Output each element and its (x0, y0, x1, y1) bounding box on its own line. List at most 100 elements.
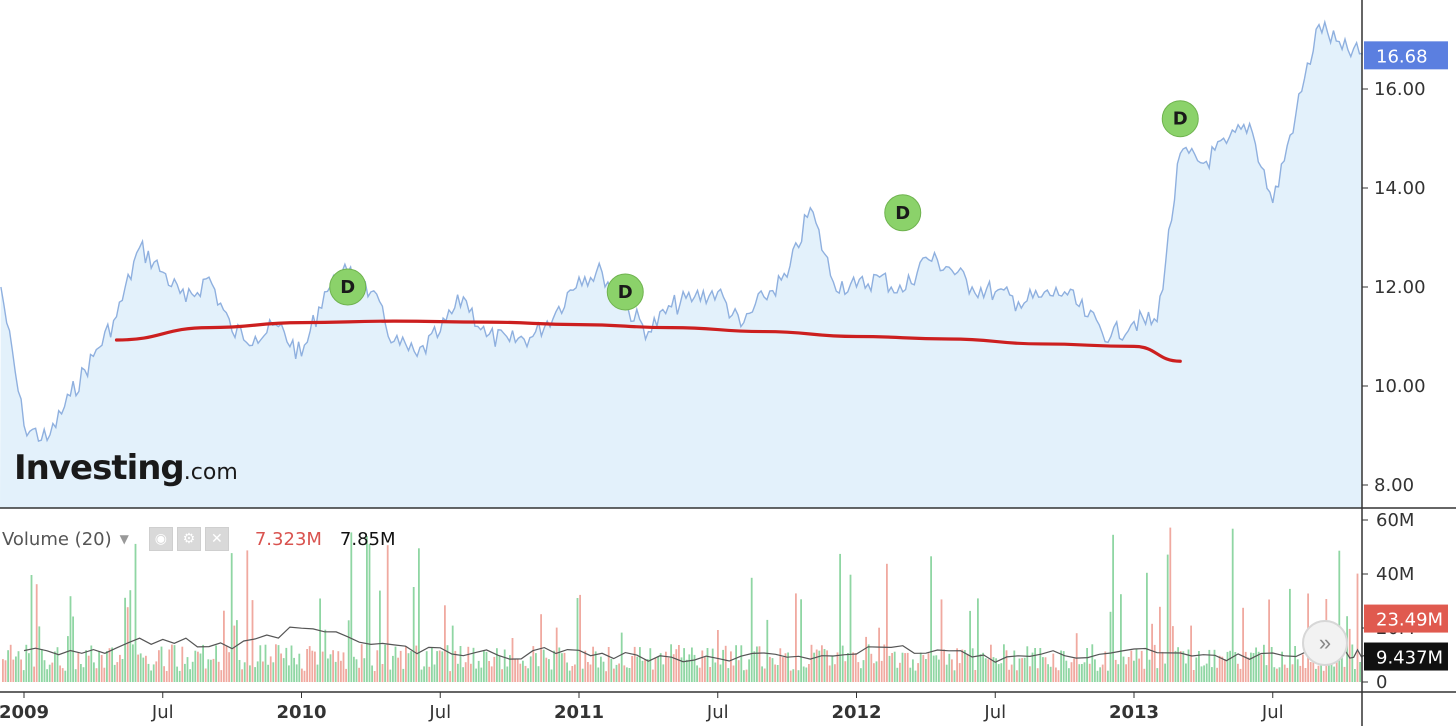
volume-bar (87, 655, 90, 682)
volume-bar (269, 656, 272, 682)
volume-bar (862, 660, 865, 682)
volume-bar (641, 660, 644, 682)
volume-bar (373, 671, 376, 682)
volume-bar (160, 646, 163, 682)
dividend-flag-label: D (895, 203, 910, 224)
volume-bar (1320, 661, 1322, 682)
volume-bar (901, 652, 904, 682)
volume-bar (223, 610, 225, 682)
volume-legend-title[interactable]: Volume (20) (2, 528, 112, 550)
volume-bar (152, 664, 155, 682)
volume-bar (1159, 606, 1161, 682)
volume-bar (771, 658, 774, 682)
volume-bar (28, 653, 30, 682)
volume-bar (126, 607, 129, 682)
volume-bar (711, 648, 714, 682)
volume-bar (293, 657, 295, 682)
volume-bar (431, 648, 433, 682)
volume-bar (1317, 665, 1320, 682)
volume-bar (912, 659, 914, 682)
volume-bar (379, 590, 381, 682)
dividend-flag: D (884, 194, 922, 232)
value-badges: 16.68 23.49M 9.437M (1364, 41, 1448, 671)
volume-bar (217, 661, 220, 682)
volume-bar (1057, 670, 1060, 682)
volume-bar (613, 668, 615, 682)
volume-bar (1218, 655, 1221, 682)
volume-bar (615, 664, 618, 682)
volume-bar (301, 668, 303, 682)
volume-bar (919, 652, 922, 682)
volume-bar (990, 644, 992, 682)
volume-bar (792, 669, 795, 682)
volume-bar (1107, 670, 1109, 682)
volume-bar (665, 651, 667, 682)
volume-bar (756, 646, 758, 682)
volume-bar (1252, 653, 1255, 682)
volume-bar (69, 596, 72, 682)
volume-bar (605, 671, 607, 682)
chevron-down-icon[interactable]: ▼ (119, 532, 129, 546)
volume-bar (667, 657, 670, 682)
volume-bar (290, 645, 293, 682)
volume-bar (1315, 668, 1317, 682)
volume-bar (1226, 651, 1229, 682)
volume-bar (555, 627, 558, 682)
volume-bar (7, 650, 9, 682)
volume-bar (1333, 666, 1335, 682)
volume-bar (64, 670, 67, 682)
volume-bar (568, 670, 571, 682)
volume-bar (173, 645, 176, 682)
volume-bar (139, 653, 142, 682)
volume-bar (1195, 657, 1198, 682)
volume-bar (165, 671, 168, 682)
volume-bar (717, 630, 719, 682)
volume-bar (1190, 625, 1192, 682)
volume-bar (1278, 667, 1281, 682)
volume-bar (828, 665, 831, 682)
x-tick-label: Jul (1261, 702, 1284, 723)
volume-bar (932, 655, 935, 682)
dividend-flag: D (1161, 100, 1199, 138)
last-volume-badge: 23.49M (1364, 604, 1448, 633)
average-volume-badge: 9.437M (1364, 642, 1448, 671)
volume-bar (1109, 611, 1112, 682)
volume-bar (98, 651, 100, 682)
volume-bar (964, 650, 966, 682)
eye-icon[interactable]: ◉ (148, 527, 173, 551)
close-icon[interactable]: ✕ (204, 527, 229, 551)
volume-bar (82, 667, 85, 682)
volume-bar (685, 659, 688, 682)
volume-bar (116, 662, 119, 682)
volume-bar (1213, 649, 1216, 682)
volume-bar (727, 668, 730, 682)
volume-bar (886, 563, 888, 682)
volume-bar (303, 670, 306, 682)
volume-bar (358, 667, 360, 682)
volume-bar (956, 648, 958, 682)
volume-bar (48, 664, 51, 682)
volume-bar (342, 652, 345, 682)
volume-bar (1008, 669, 1010, 682)
volume-bar (272, 662, 275, 682)
volume-bar (1021, 658, 1023, 682)
volume-bar (477, 660, 480, 682)
volume-bar (155, 661, 158, 682)
volume-bar (501, 669, 503, 682)
volume-bar (194, 650, 197, 682)
volume-bar (171, 644, 173, 682)
volume-bar (95, 668, 98, 682)
volume-bar (415, 645, 418, 682)
volume-bar (659, 653, 662, 682)
volume-bar (134, 543, 137, 682)
volume-bar (259, 645, 262, 682)
volume-bar (724, 645, 727, 682)
volume-bar (59, 665, 61, 682)
scroll-forward-button[interactable]: » (1302, 620, 1348, 666)
volume-bar (506, 666, 509, 682)
volume-bar (813, 652, 815, 682)
volume-bar (1257, 651, 1260, 682)
volume-tick-label: 60M (1376, 510, 1414, 531)
gear-icon[interactable]: ⚙ (176, 527, 201, 551)
volume-bar (821, 645, 823, 682)
